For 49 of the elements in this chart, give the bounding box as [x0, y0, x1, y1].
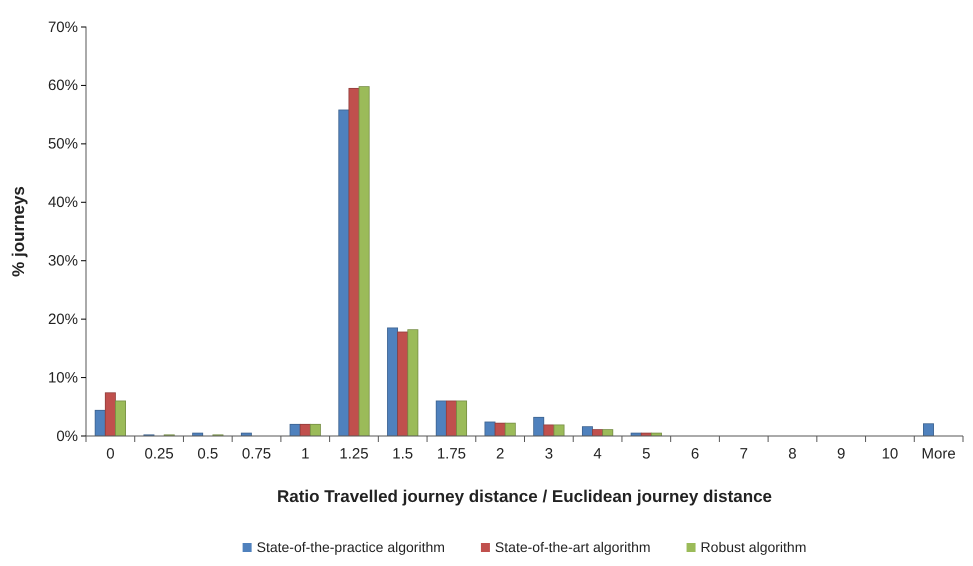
- y-axis-title: % journeys: [9, 186, 28, 277]
- x-tick-label: 10: [882, 446, 898, 463]
- x-tick-label: 0: [106, 446, 115, 463]
- bar: [494, 422, 506, 436]
- x-tick-label: 5: [642, 446, 650, 463]
- y-tick-label: 30%: [48, 252, 78, 270]
- x-tick-label: 1: [301, 446, 310, 463]
- x-axis-title: Ratio Travelled journey distance / Euclidean journey distance: [276, 487, 772, 506]
- x-tick-label: 0.75: [242, 446, 272, 463]
- y-tick-label: 40%: [48, 194, 78, 212]
- x-tick-label: 2: [496, 446, 504, 463]
- x-tick-label: 0.25: [144, 446, 174, 463]
- legend-label: State-of-the-practice algorithm: [256, 539, 445, 555]
- bar: [104, 392, 116, 436]
- bar: [407, 329, 418, 436]
- bar: [446, 400, 457, 436]
- bar: [310, 424, 321, 436]
- legend-label: Robust algorithm: [700, 539, 806, 555]
- bar: [456, 400, 468, 436]
- x-tick-label: 6: [690, 446, 700, 463]
- x-tick-label: 1.25: [339, 446, 369, 463]
- bar: [358, 86, 370, 436]
- x-tick-label: 1.5: [392, 446, 414, 463]
- bar: [504, 422, 516, 436]
- y-tick-label: 70%: [48, 18, 78, 36]
- y-tick-label: 20%: [48, 310, 78, 328]
- x-tick-label: 7: [740, 446, 748, 463]
- bar: [554, 424, 564, 436]
- bar: [533, 416, 544, 436]
- y-tick-label: 10%: [48, 369, 78, 386]
- bar: [348, 88, 360, 436]
- bar: [397, 332, 408, 436]
- y-tick-label: 0%: [56, 428, 78, 445]
- x-tick-label: 4: [593, 446, 602, 463]
- x-tick-label: 0.5: [197, 446, 218, 463]
- y-tick-label: 60%: [48, 77, 78, 94]
- x-tick-label: 3: [544, 446, 554, 463]
- x-tick-label: 9: [837, 446, 846, 463]
- bar: [94, 410, 106, 436]
- bar: [923, 423, 934, 436]
- x-tick-label: 1.75: [436, 446, 466, 463]
- bar: [592, 429, 604, 436]
- bar: [387, 328, 398, 436]
- bar: [115, 400, 126, 436]
- legend-label: State-of-the-art algorithm: [494, 539, 651, 555]
- bar: [338, 110, 350, 436]
- x-tick-label: 8: [788, 446, 797, 463]
- x-tick-label: More: [922, 446, 956, 463]
- y-tick-label: 50%: [48, 136, 78, 153]
